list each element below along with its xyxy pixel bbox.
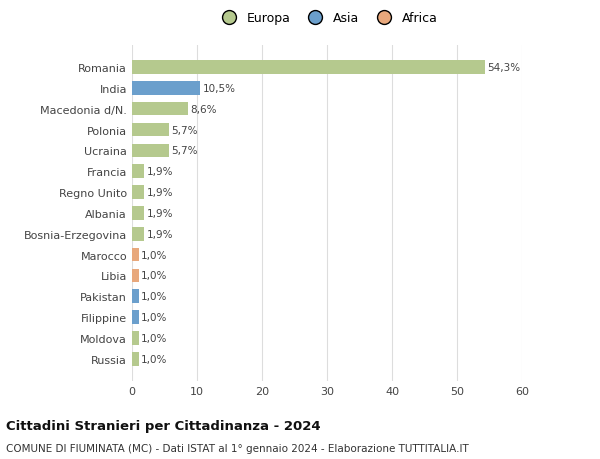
Text: Cittadini Stranieri per Cittadinanza - 2024: Cittadini Stranieri per Cittadinanza - 2… [6,419,320,432]
Bar [132,248,139,262]
Text: 1,9%: 1,9% [147,208,173,218]
Text: 1,0%: 1,0% [141,313,167,322]
Bar [132,165,145,179]
Text: 1,0%: 1,0% [141,354,167,364]
Text: 1,0%: 1,0% [141,333,167,343]
Bar [132,290,139,303]
Bar [132,269,139,283]
Bar [132,331,139,345]
Text: 1,9%: 1,9% [147,229,173,239]
Text: 1,9%: 1,9% [147,167,173,177]
Text: 1,0%: 1,0% [141,250,167,260]
Bar [132,311,139,324]
Text: 1,0%: 1,0% [141,271,167,281]
Bar [132,61,485,75]
Bar [132,228,145,241]
Bar [132,207,145,220]
Text: 54,3%: 54,3% [488,63,521,73]
Text: 1,0%: 1,0% [141,291,167,302]
Text: COMUNE DI FIUMINATA (MC) - Dati ISTAT al 1° gennaio 2024 - Elaborazione TUTTITAL: COMUNE DI FIUMINATA (MC) - Dati ISTAT al… [6,443,469,453]
Bar [132,186,145,199]
Bar [132,82,200,95]
Bar [132,123,169,137]
Text: 8,6%: 8,6% [191,105,217,114]
Bar [132,352,139,366]
Text: 10,5%: 10,5% [203,84,236,94]
Bar [132,144,169,158]
Text: 1,9%: 1,9% [147,188,173,198]
Bar [132,103,188,116]
Text: 5,7%: 5,7% [172,125,198,135]
Text: 5,7%: 5,7% [172,146,198,156]
Legend: Europa, Asia, Africa: Europa, Asia, Africa [217,12,437,25]
